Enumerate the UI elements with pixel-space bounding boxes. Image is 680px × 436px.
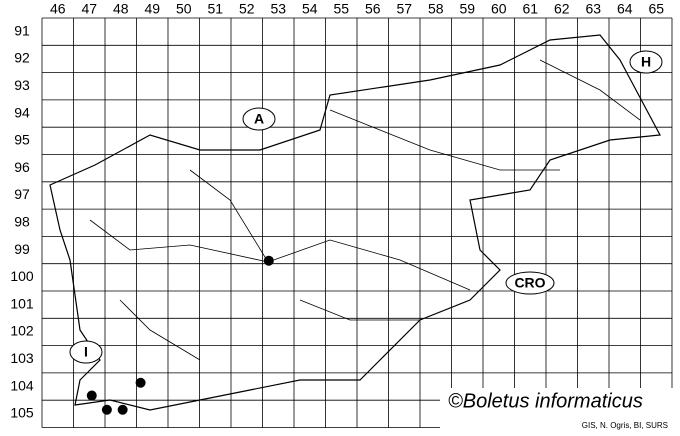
column-label: 47 (81, 1, 97, 17)
column-label: 60 (491, 1, 507, 17)
row-label: 104 (10, 377, 34, 393)
country-label: I (84, 344, 88, 360)
row-label: 95 (14, 132, 30, 148)
column-label: 56 (365, 1, 381, 17)
country-badge (505, 271, 555, 295)
column-label: 48 (113, 1, 129, 17)
country-label: A (254, 111, 264, 127)
column-label: 62 (554, 1, 570, 17)
credit: GIS, N. Ogris, BI, SURS (582, 421, 668, 430)
column-label: 51 (207, 1, 223, 17)
row-label: 100 (10, 268, 34, 284)
country-label: H (641, 54, 651, 70)
country-badge (69, 340, 103, 364)
column-label: 64 (617, 1, 633, 17)
column-label: 61 (522, 1, 538, 17)
row-label: 97 (14, 186, 30, 202)
row-label: 93 (14, 77, 30, 93)
locality-dot (86, 390, 97, 401)
locality-dot (101, 404, 112, 415)
country-outline (49, 34, 661, 411)
column-label: 49 (144, 1, 160, 17)
row-label: 94 (14, 104, 30, 120)
row-label: 98 (14, 213, 30, 229)
locality-dot (117, 404, 128, 415)
row-label: 101 (10, 295, 34, 311)
locality-dot (135, 377, 146, 388)
column-label: 59 (459, 1, 475, 17)
country-badge (629, 50, 663, 74)
column-label: 53 (270, 1, 286, 17)
column-label: 55 (333, 1, 349, 17)
column-label: 54 (302, 1, 318, 17)
column-label: 52 (239, 1, 255, 17)
column-label: 65 (648, 1, 664, 17)
column-label: 58 (428, 1, 444, 17)
title: ©Boletus informaticus (448, 390, 643, 412)
column-label: 46 (50, 1, 66, 17)
row-label: 99 (14, 241, 30, 257)
column-label: 63 (585, 1, 601, 17)
title-box (440, 388, 678, 434)
country-label: CRO (514, 275, 545, 291)
column-label: 57 (396, 1, 412, 17)
row-label: 91 (14, 22, 30, 38)
column-label: 50 (176, 1, 192, 17)
row-label: 96 (14, 159, 30, 175)
locality-dot (263, 255, 274, 266)
row-label: 102 (10, 323, 34, 339)
row-label: 92 (14, 50, 30, 66)
row-label: 105 (10, 405, 34, 421)
country-labels: A H CRO I (69, 50, 663, 364)
localities (86, 255, 274, 415)
country-badge (242, 107, 276, 131)
row-label: 103 (10, 350, 34, 366)
